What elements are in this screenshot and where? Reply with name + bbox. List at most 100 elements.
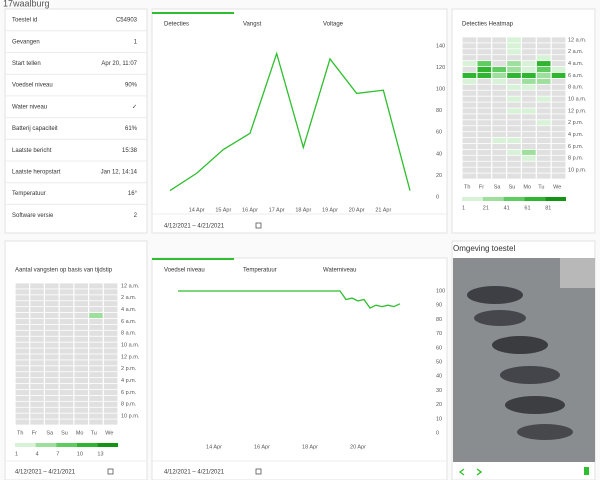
- heat-cell: [477, 108, 492, 114]
- heat-cell: [74, 307, 88, 313]
- heat-cell: [74, 413, 88, 419]
- heat-cell: [507, 173, 521, 179]
- y-tick-label: 6 p.m.: [121, 390, 137, 396]
- x-tick-label: Fr: [479, 184, 484, 190]
- heat-cell: [522, 72, 536, 79]
- heat-cell: [551, 90, 566, 96]
- heat-cell: [103, 289, 118, 295]
- date-range[interactable]: 4/12/2021 – 4/21/2021: [15, 470, 76, 476]
- info-label: Temperatuur: [12, 191, 46, 197]
- heat-cell: [30, 312, 44, 319]
- heat-cell: [15, 283, 30, 289]
- heat-cell: [536, 90, 551, 96]
- heat-cell: [551, 155, 566, 161]
- heat-cell: [74, 301, 88, 307]
- heat-cell: [74, 283, 88, 289]
- y-tick-label: 80: [436, 108, 442, 114]
- heat-cell: [522, 43, 536, 49]
- heat-cell: [536, 149, 551, 155]
- heat-cell: [492, 43, 506, 49]
- heat-cell: [492, 78, 506, 84]
- heat-cell: [30, 307, 44, 313]
- y-tick-label: 2 p.m.: [568, 120, 584, 126]
- chart-title: Aantal vangsten op basis van tijdstip: [15, 268, 113, 274]
- heat-cell: [507, 66, 521, 73]
- heat-cell: [551, 84, 566, 90]
- heat-cell: [30, 301, 44, 307]
- prev-button[interactable]: [459, 468, 465, 476]
- heat-cell: [492, 96, 506, 102]
- heat-cell: [103, 389, 118, 396]
- y-tick-label: 100: [436, 87, 445, 93]
- heat-cell: [477, 173, 492, 179]
- calendar-icon[interactable]: [255, 222, 262, 229]
- heat-cell: [477, 84, 492, 90]
- heat-cell: [522, 114, 536, 120]
- x-tick-label: Su: [61, 430, 68, 436]
- heat-cell: [59, 348, 74, 354]
- heat-cell: [15, 324, 30, 330]
- delete-button[interactable]: [584, 467, 589, 475]
- chart-title: Detecties Heatmap: [462, 22, 514, 28]
- info-card: [4, 8, 148, 234]
- y-tick-label: 80: [436, 317, 442, 323]
- heat-cell: [462, 120, 477, 126]
- heat-cell: [30, 389, 44, 396]
- heat-cell: [89, 419, 103, 425]
- tab[interactable]: Detecties: [164, 22, 189, 28]
- legend-label: 1: [15, 451, 18, 457]
- heat-cell: [89, 330, 103, 336]
- calendar-icon[interactable]: [255, 468, 262, 475]
- heat-cell: [15, 372, 30, 378]
- heat-cell: [522, 143, 536, 150]
- y-tick-label: 40: [436, 151, 442, 157]
- y-tick-label: 30: [436, 388, 442, 394]
- heat-cell: [74, 342, 88, 348]
- heat-cell: [15, 401, 30, 407]
- heat-cell: [462, 43, 477, 49]
- x-tick-label: Tu: [91, 430, 97, 436]
- date-range[interactable]: 4/12/2021 – 4/21/2021: [164, 224, 225, 230]
- heat-cell: [45, 401, 59, 407]
- heat-cell: [536, 114, 551, 120]
- heat-cell: [492, 155, 506, 161]
- x-tick-label: 19 Apr: [322, 207, 338, 213]
- tab[interactable]: Voltage: [323, 22, 344, 28]
- heat-cell: [522, 49, 536, 55]
- photo: [453, 258, 595, 462]
- chart-card: [151, 8, 448, 234]
- x-tick-label: 21 Apr: [375, 207, 391, 213]
- tab[interactable]: Voedsel niveau: [164, 268, 205, 274]
- heat-cell: [45, 360, 59, 366]
- tab[interactable]: Temperatuur: [243, 268, 277, 274]
- x-tick-label: Mo: [76, 430, 84, 436]
- heat-cell: [551, 173, 566, 179]
- heat-cell: [103, 283, 118, 289]
- heat-cell: [536, 167, 551, 173]
- heat-cell: [89, 413, 103, 419]
- heat-cell: [462, 155, 477, 161]
- heat-cell: [45, 318, 59, 325]
- heat-cell: [30, 407, 44, 413]
- x-tick-label: 20 Apr: [349, 207, 365, 213]
- tab[interactable]: Vangst: [243, 22, 262, 28]
- line: [169, 51, 411, 192]
- heat-cell: [103, 372, 118, 378]
- heat-cell: [103, 330, 118, 336]
- next-button[interactable]: [476, 468, 483, 476]
- heat-cell: [89, 307, 103, 313]
- heat-cell: [59, 413, 74, 419]
- heat-cell: [103, 324, 118, 330]
- y-tick-label: 6 a.m.: [121, 319, 137, 325]
- heat-cell: [45, 301, 59, 307]
- heat-cell: [477, 149, 492, 155]
- tab[interactable]: Waterniveau: [323, 268, 356, 274]
- calendar-icon[interactable]: [107, 468, 114, 475]
- y-tick-label: 4 a.m.: [121, 307, 137, 313]
- heat-cell: [462, 78, 477, 84]
- heat-cell: [59, 372, 74, 378]
- heat-cell: [15, 395, 30, 401]
- legend-label: 13: [97, 451, 103, 457]
- date-range[interactable]: 4/12/2021 – 4/21/2021: [164, 470, 225, 476]
- heat-cell: [551, 78, 566, 84]
